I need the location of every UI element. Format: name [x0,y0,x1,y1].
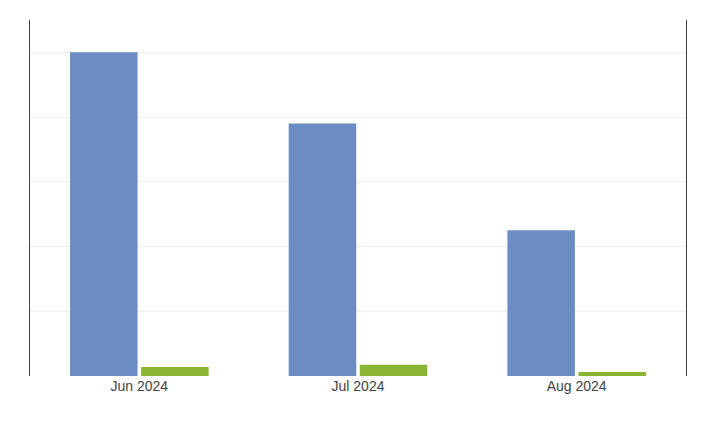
svg-text:Jul 2024: Jul 2024 [332,378,385,394]
svg-text:Aug 2024: Aug 2024 [547,378,607,394]
svg-text:Jun 2024: Jun 2024 [111,378,169,394]
